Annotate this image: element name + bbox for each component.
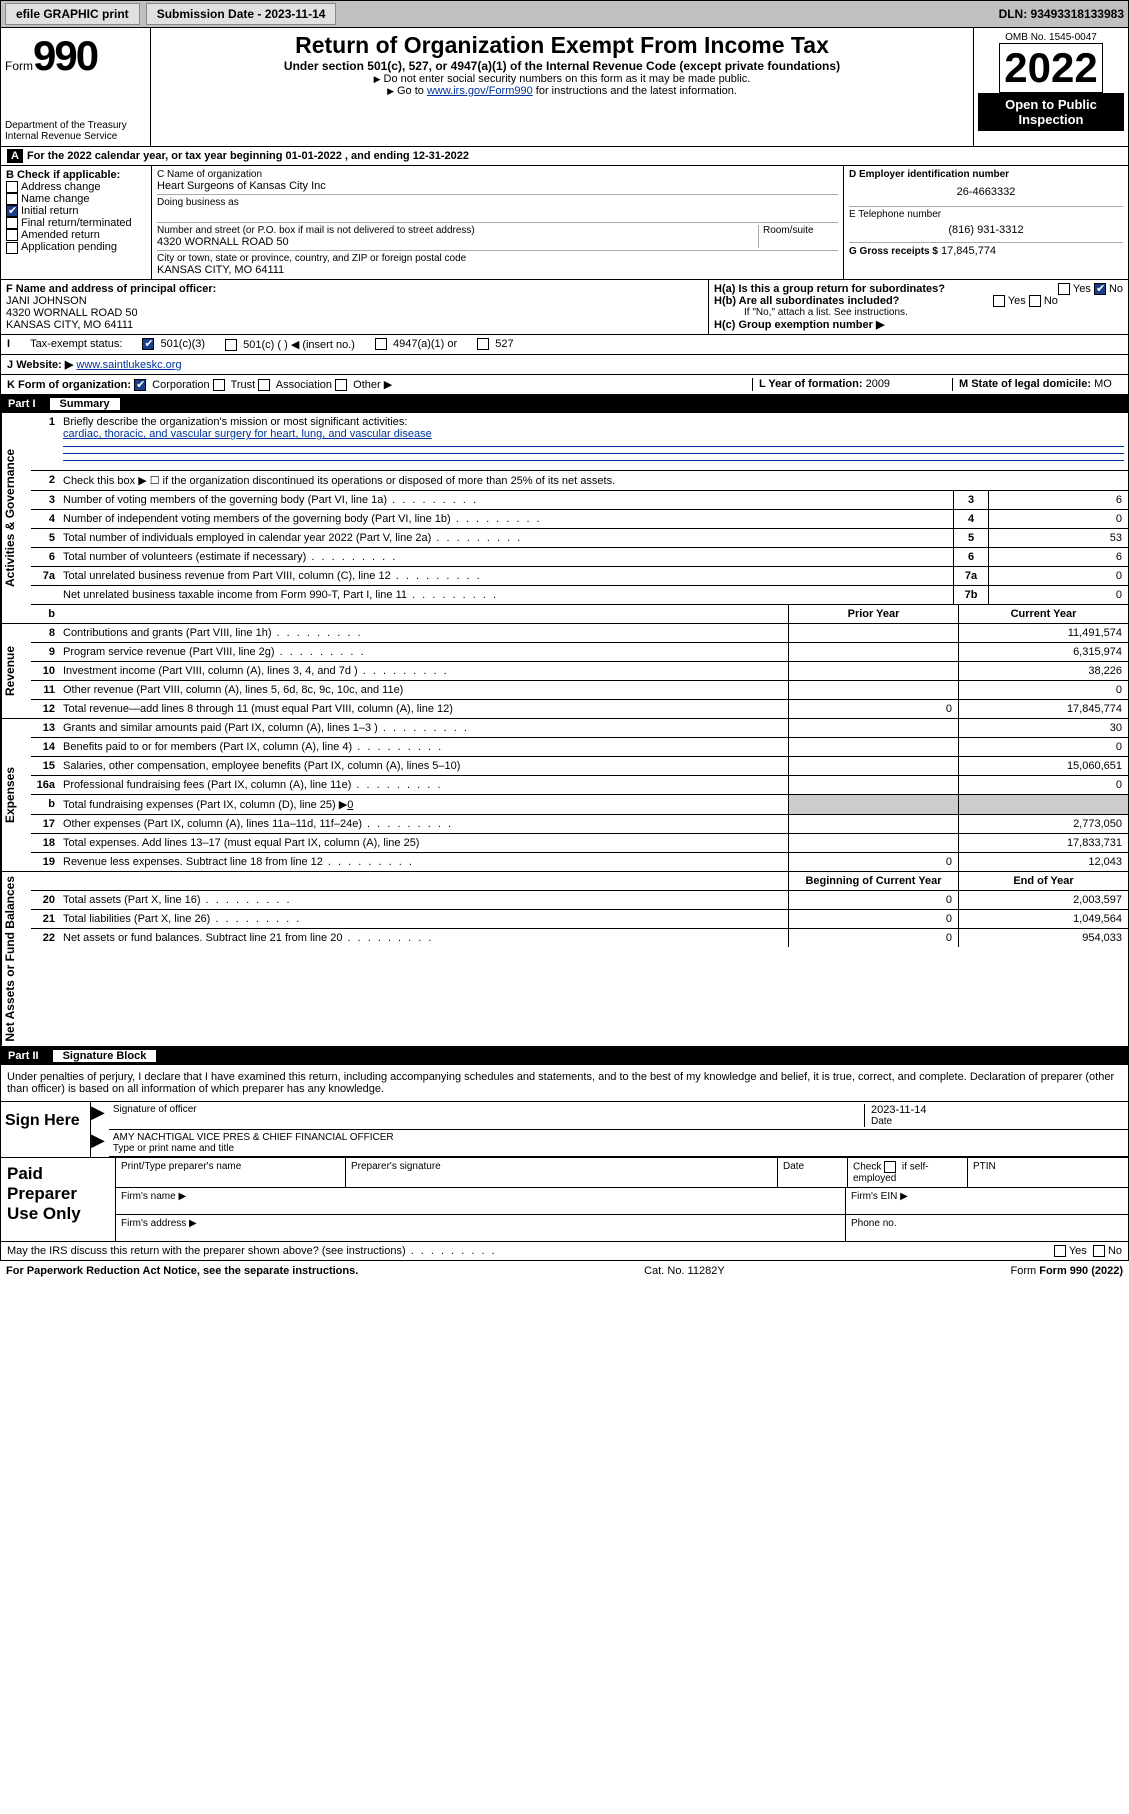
chk-501c3[interactable]: 501(c)(3) bbox=[142, 338, 205, 351]
paid-preparer-label: Paid Preparer Use Only bbox=[1, 1158, 116, 1241]
officer-name: AMY NACHTIGAL VICE PRES & CHIEF FINANCIA… bbox=[113, 1132, 1124, 1143]
chk-association[interactable]: Association bbox=[258, 379, 332, 391]
section-fh: F Name and address of principal officer:… bbox=[0, 280, 1129, 335]
chk-application-pending[interactable]: Application pending bbox=[6, 241, 146, 253]
dept-irs: Internal Revenue Service bbox=[5, 131, 146, 142]
open-public-badge: Open to Public Inspection bbox=[978, 93, 1124, 131]
submission-date-button[interactable]: Submission Date - 2023-11-14 bbox=[146, 3, 337, 25]
section-bcdefg: B Check if applicable: Address change Na… bbox=[0, 166, 1129, 280]
chk-4947[interactable]: 4947(a)(1) or bbox=[375, 338, 457, 351]
org-city: KANSAS CITY, MO 64111 bbox=[157, 264, 838, 276]
dln-label: DLN: 93493318133983 bbox=[999, 7, 1124, 21]
part1-bar: Part ISummary bbox=[0, 395, 1129, 413]
summary-netassets: Net Assets or Fund Balances Beginning of… bbox=[0, 872, 1129, 1047]
chk-501c[interactable]: 501(c) ( ) ◀ (insert no.) bbox=[225, 338, 355, 351]
chk-527[interactable]: 527 bbox=[477, 338, 513, 351]
line-klm: K Form of organization: Corporation Trus… bbox=[0, 375, 1129, 395]
form-subtitle: Under section 501(c), 527, or 4947(a)(1)… bbox=[155, 59, 969, 73]
irs-link[interactable]: www.irs.gov/Form990 bbox=[427, 85, 533, 97]
form-number: Form990 bbox=[5, 32, 146, 80]
chk-trust[interactable]: Trust bbox=[213, 379, 256, 391]
ein-value: 26-4663332 bbox=[849, 180, 1123, 204]
form-title: Return of Organization Exempt From Incom… bbox=[155, 32, 969, 59]
summary-expenses: Expenses 13Grants and similar amounts pa… bbox=[0, 719, 1129, 872]
line-a-period: AFor the 2022 calendar year, or tax year… bbox=[0, 147, 1129, 166]
website-link[interactable]: www.saintlukeskc.org bbox=[76, 359, 181, 371]
sign-here-label: Sign Here bbox=[1, 1102, 91, 1157]
gross-receipts: 17,845,774 bbox=[941, 245, 996, 257]
chk-address-change[interactable]: Address change bbox=[6, 181, 146, 193]
side-revenue: Revenue bbox=[1, 624, 31, 718]
side-governance: Activities & Governance bbox=[1, 413, 31, 623]
side-netassets: Net Assets or Fund Balances bbox=[1, 872, 31, 1046]
chk-irs-yes[interactable]: Yes bbox=[1054, 1245, 1087, 1257]
mission-link[interactable]: cardiac, thoracic, and vascular surgery … bbox=[63, 428, 432, 440]
arrow-icon: ▶ bbox=[91, 1130, 109, 1157]
efile-topbar: efile GRAPHIC print Submission Date - 20… bbox=[0, 0, 1129, 28]
tax-year: 2022 bbox=[999, 43, 1102, 93]
box-deg: D Employer identification number 26-4663… bbox=[843, 166, 1128, 279]
summary-governance: Activities & Governance 1Briefly describ… bbox=[0, 413, 1129, 624]
chk-corporation[interactable]: Corporation bbox=[134, 379, 210, 391]
chk-irs-no[interactable]: No bbox=[1093, 1245, 1122, 1257]
box-c: C Name of organization Heart Surgeons of… bbox=[151, 166, 843, 279]
irs-discuss-line: May the IRS discuss this return with the… bbox=[0, 1242, 1129, 1261]
paid-preparer-block: Paid Preparer Use Only Print/Type prepar… bbox=[0, 1158, 1129, 1242]
chk-other[interactable]: Other ▶ bbox=[335, 379, 392, 391]
chk-name-change[interactable]: Name change bbox=[6, 193, 146, 205]
instruction-2: Go to www.irs.gov/Form990 for instructio… bbox=[155, 85, 969, 97]
sign-here-block: Sign Here ▶ Signature of officer 2023-11… bbox=[0, 1102, 1129, 1158]
box-f: F Name and address of principal officer:… bbox=[1, 280, 708, 334]
side-expenses: Expenses bbox=[1, 719, 31, 871]
org-name: Heart Surgeons of Kansas City Inc bbox=[157, 180, 838, 192]
arrow-icon: ▶ bbox=[91, 1102, 109, 1130]
chk-final-return[interactable]: Final return/terminated bbox=[6, 217, 146, 229]
line-i: ITax-exempt status: 501(c)(3) 501(c) ( )… bbox=[0, 335, 1129, 355]
box-h: H(a) Is this a group return for subordin… bbox=[708, 280, 1128, 334]
omb-number: OMB No. 1545-0047 bbox=[978, 32, 1124, 43]
dept-treasury: Department of the Treasury bbox=[5, 120, 146, 131]
perjury-statement: Under penalties of perjury, I declare th… bbox=[0, 1065, 1129, 1102]
form-header: Form990 Department of the Treasury Inter… bbox=[0, 28, 1129, 147]
instruction-1: Do not enter social security numbers on … bbox=[155, 73, 969, 85]
efile-print-button[interactable]: efile GRAPHIC print bbox=[5, 3, 140, 25]
line-j: J Website: ▶ www.saintlukeskc.org bbox=[0, 355, 1129, 375]
org-address: 4320 WORNALL ROAD 50 bbox=[157, 236, 758, 248]
page-footer: For Paperwork Reduction Act Notice, see … bbox=[0, 1261, 1129, 1281]
summary-revenue: Revenue 8Contributions and grants (Part … bbox=[0, 624, 1129, 719]
chk-initial-return[interactable]: Initial return bbox=[6, 205, 146, 217]
part2-bar: Part IISignature Block bbox=[0, 1047, 1129, 1065]
chk-amended-return[interactable]: Amended return bbox=[6, 229, 146, 241]
box-b: B Check if applicable: Address change Na… bbox=[1, 166, 151, 279]
phone-value: (816) 931-3312 bbox=[849, 220, 1123, 240]
